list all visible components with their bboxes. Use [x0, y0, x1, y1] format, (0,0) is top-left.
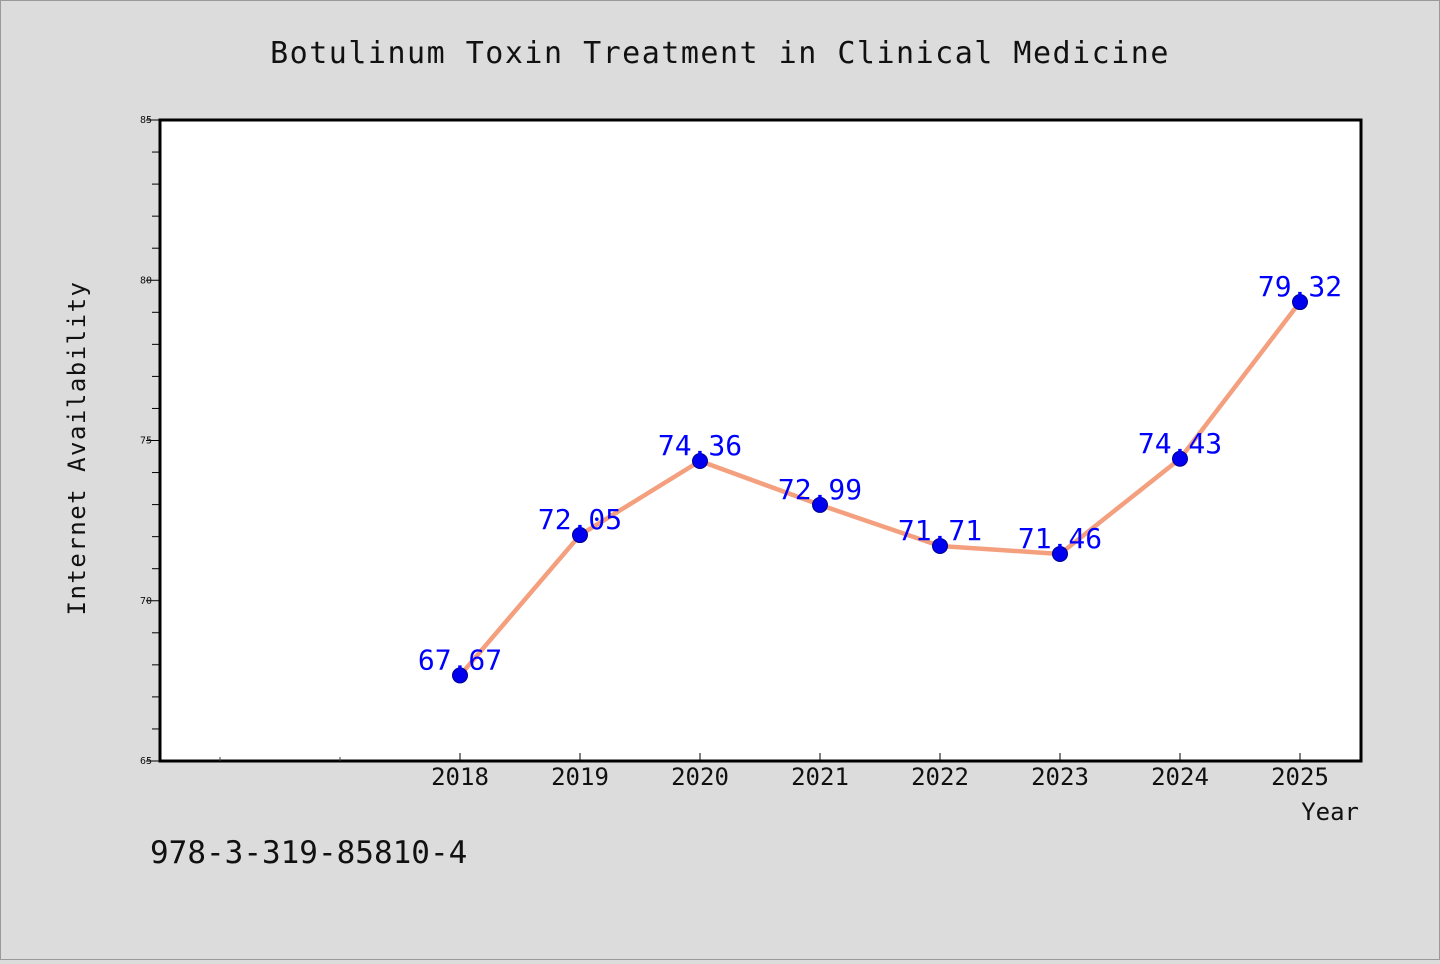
data-label: 72.99 — [778, 473, 862, 506]
x-axis-label: Year — [1301, 798, 1359, 826]
data-label: 79.32 — [1258, 270, 1342, 303]
data-point-marker — [1172, 450, 1188, 467]
x-tick-label: 2020 — [671, 763, 729, 791]
data-point-marker — [572, 527, 588, 544]
x-axis: 2018 2019 2020 2021 2022 2023 2024 2025 — [219, 753, 1329, 791]
y-tick-label: 70 — [140, 596, 152, 607]
plot-area — [158, 118, 1363, 763]
y-tick-label: 85 — [140, 115, 152, 126]
data-label: 72.05 — [538, 503, 622, 536]
series-line — [457, 299, 1303, 678]
x-tick-label: 2019 — [551, 763, 609, 791]
x-tick-label: 2018 — [431, 763, 489, 791]
y-tick-label: 65 — [140, 756, 152, 767]
y-tick-label: 80 — [140, 275, 152, 286]
y-axis-label: Internet Availability — [63, 281, 91, 616]
data-point-marker — [452, 667, 468, 684]
x-tick-label: 2024 — [1151, 763, 1209, 791]
data-label: 67.67 — [418, 643, 502, 676]
series-line-group: 67.67 72.05 74.36 72.99 71.71 71.46 74.43 79.32 — [418, 270, 1342, 684]
data-label: 74.43 — [1138, 427, 1222, 460]
data-point-marker — [1292, 294, 1308, 311]
data-label: 71.71 — [898, 514, 982, 547]
data-label: 74.36 — [658, 429, 742, 462]
x-tick-label: 2022 — [911, 763, 969, 791]
footer-id-text: 978-3-319-85810-4 — [150, 835, 467, 871]
data-point-marker — [692, 453, 708, 470]
x-tick-label: 2021 — [791, 763, 849, 791]
data-point-marker — [932, 537, 948, 554]
y-tick-label: 75 — [140, 436, 152, 447]
data-label: 71.46 — [1018, 522, 1102, 555]
data-point-marker — [812, 496, 828, 513]
x-tick-label: 2025 — [1271, 763, 1329, 791]
chart-title: Botulinum Toxin Treatment in Clinical Me… — [270, 36, 1170, 71]
data-point-marker — [1052, 545, 1068, 562]
y-axis: 65 70 75 80 85 — [140, 115, 160, 767]
x-tick-label: 2023 — [1031, 763, 1089, 791]
